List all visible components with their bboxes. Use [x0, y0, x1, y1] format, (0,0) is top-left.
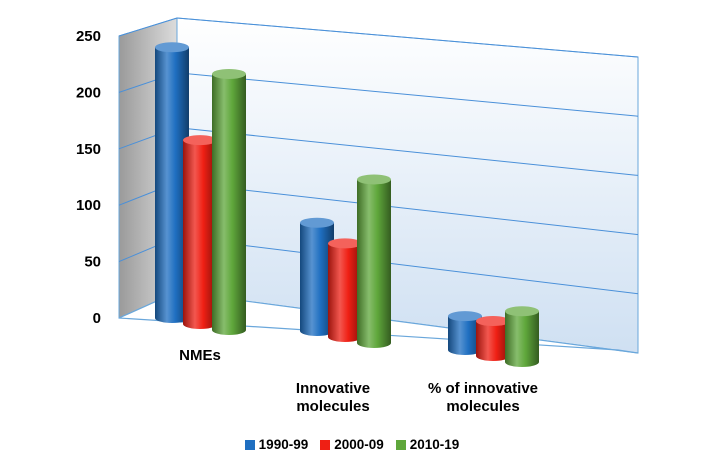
gridlines: [118, 17, 639, 295]
bar-body: [300, 222, 334, 336]
legend-item: 1990-99: [244, 437, 309, 452]
bar-body: [505, 311, 539, 367]
bar-top: [300, 217, 334, 228]
bar-2000-09-1: [328, 238, 362, 342]
bar-top: [183, 135, 217, 146]
y-tick-label: 150: [76, 141, 101, 158]
x-category-label: % of innovative molecules: [428, 380, 538, 415]
legend-item: 2010-19: [395, 437, 460, 452]
bar-body: [155, 47, 189, 323]
bar-top: [505, 306, 539, 317]
bars: [155, 42, 539, 367]
gridline: [176, 17, 639, 58]
legend-swatch: [320, 439, 331, 450]
legend-label: 1990-99: [258, 437, 309, 452]
legend: 1990-99 2000-09 2010-19: [0, 437, 704, 453]
x-category-label: Innovative molecules: [296, 380, 370, 415]
y-tick-label: 100: [76, 197, 101, 214]
x-category-label: NMEs: [179, 347, 221, 364]
legend-swatch: [395, 439, 406, 450]
bar-top: [212, 68, 246, 79]
bar-top: [155, 42, 189, 53]
y-tick-label: 200: [76, 84, 101, 101]
gridline: [176, 72, 639, 117]
bar-2010-19-1: [357, 174, 391, 348]
gridline: [176, 127, 639, 176]
bar-top: [476, 316, 510, 327]
bar-body: [328, 243, 362, 342]
gridline: [176, 181, 639, 236]
bar-top: [328, 238, 362, 249]
bar-body: [357, 179, 391, 348]
bar-body: [212, 73, 246, 335]
bar-1990-99-1: [300, 217, 334, 336]
y-tick-label: 0: [93, 310, 101, 327]
gridline: [176, 236, 639, 295]
bar-1990-99-0: [155, 42, 189, 323]
legend-label: 2000-09: [334, 437, 384, 452]
bar-body: [183, 140, 217, 329]
bar-top: [448, 311, 482, 322]
bar-body: [448, 316, 482, 355]
bar-2000-09-2: [476, 316, 510, 361]
y-tick-label: 250: [76, 28, 101, 45]
y-tick-label: 50: [84, 254, 101, 271]
bar-1990-99-2: [448, 311, 482, 355]
y-axis-ticks: 0 50 100 150 200 250: [76, 28, 101, 327]
x-axis-categories: NMEs Innovative molecules % of innovative mo…: [179, 347, 538, 415]
bar-2010-19-0: [212, 68, 246, 335]
gridline-side: [118, 17, 178, 37]
bar-body: [476, 321, 510, 361]
bar-top: [357, 174, 391, 185]
legend-item: 2000-09: [320, 437, 384, 452]
bar-2010-19-2: [505, 306, 539, 367]
legend-label: 2010-19: [409, 437, 460, 452]
legend-swatch: [244, 439, 255, 450]
bar-2000-09-0: [183, 135, 217, 329]
